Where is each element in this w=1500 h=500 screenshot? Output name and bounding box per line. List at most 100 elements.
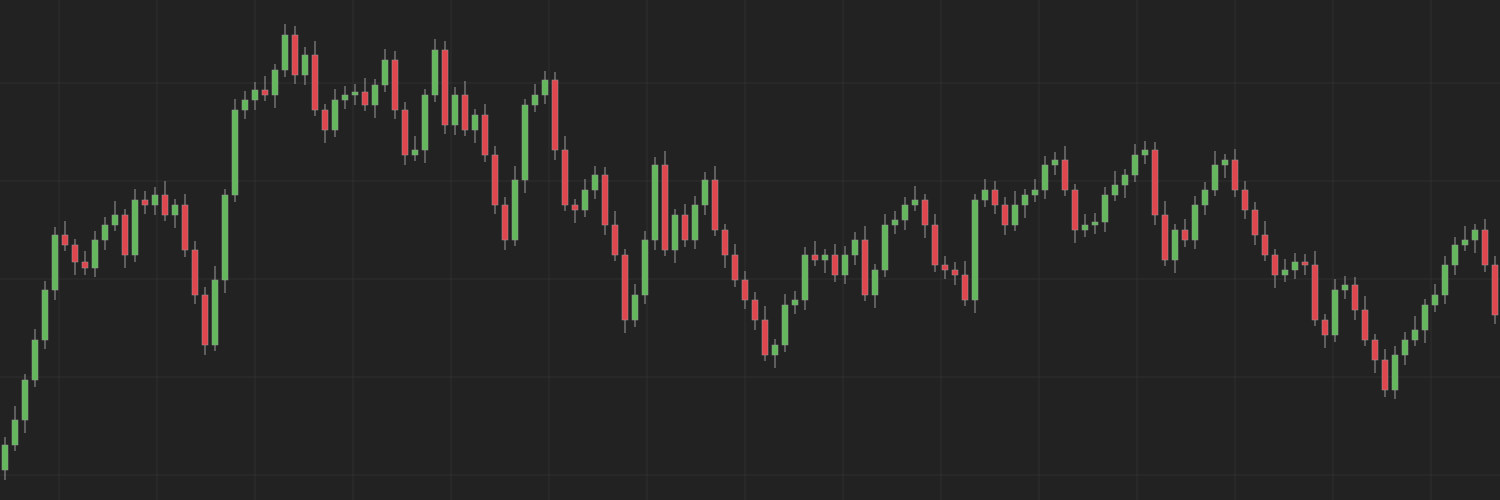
candle-body [971,199,979,301]
candle-body [621,254,629,321]
candle-body [1321,319,1329,336]
candle-body [1101,194,1109,223]
candle-body [1421,304,1429,331]
candle-body [1021,194,1029,206]
candle-body [461,94,469,131]
candle-body [1211,164,1219,191]
candle-body [921,199,929,226]
candle-body [981,189,989,201]
candle-body [281,34,289,71]
candle-body [171,204,179,216]
candle-body [741,279,749,301]
candle-body [1141,149,1149,156]
candle-body [151,194,159,206]
candle-body [1031,189,1039,196]
candle-body [201,294,209,346]
candle-body [1091,221,1099,226]
candle-body [861,239,869,296]
candle-body [291,34,299,76]
candle-body [81,261,89,269]
candle-body [1271,254,1279,276]
candle-body [1431,294,1439,306]
candle-body [1,444,9,471]
candle-body [221,194,229,281]
candle-body [351,91,359,96]
candle-body [751,299,759,321]
candle-body [841,254,849,276]
candle-body [301,54,309,76]
candle-body [1041,164,1049,191]
candle-body [811,254,819,261]
candle-body [1231,159,1239,191]
candle-body [581,189,589,211]
candle-body [61,234,69,246]
candle-body [441,49,449,126]
candle-body [1191,204,1199,241]
candle-body [191,249,199,296]
candle-body [631,294,639,321]
candle-body [1341,284,1349,291]
candle-body [321,109,329,131]
candle-body [561,149,569,206]
candle-body [241,99,249,111]
candle-body [1161,214,1169,261]
candle-body [611,224,619,256]
candle-body [1221,159,1229,166]
candle-body [11,419,19,446]
candle-body [1151,149,1159,216]
candle-body [881,224,889,271]
candle-body [711,179,719,231]
candle-body [131,199,139,256]
candle-body [961,274,969,301]
candle-body [141,199,149,206]
candle-body [1251,209,1259,236]
candle-body [1381,359,1389,391]
candle-body [701,179,709,206]
candle-body [451,94,459,126]
candle-body [501,204,509,241]
candle-body [1441,264,1449,296]
candle-body [331,99,339,131]
candle-body [1491,264,1499,316]
candle-body [641,239,649,296]
candle-body [1181,229,1189,241]
candle-body [1481,229,1489,266]
candle-body [721,229,729,256]
candle-body [91,239,99,269]
candle-body [251,89,259,101]
candle-body [771,344,779,356]
candle-body [531,94,539,106]
candle-body [1471,229,1479,241]
candle-body [571,204,579,211]
candle-body [1301,261,1309,266]
candle-body [951,269,959,276]
candle-body [481,114,489,156]
candle-body [1111,184,1119,196]
candle-body [391,59,399,111]
candle-body [1411,329,1419,341]
candle-body [761,319,769,356]
candle-body [211,279,219,346]
candle-body [991,189,999,206]
candle-body [51,234,59,291]
candle-body [1331,289,1339,336]
candle-body [731,254,739,281]
candle-body [1051,159,1059,166]
candle-body [431,49,439,96]
candle-body [1391,354,1399,391]
candle-body [681,214,689,241]
candle-body [781,304,789,346]
candle-body [591,174,599,191]
candle-body [661,164,669,251]
candle-body [381,59,389,86]
candle-body [541,79,549,96]
candle-body [1371,339,1379,361]
candle-body [511,179,519,241]
candle-body [831,254,839,276]
candle-body [1011,204,1019,226]
candle-body [411,149,419,156]
candle-body [691,204,699,241]
candle-body [651,164,659,241]
candle-body [1281,269,1289,276]
candle-body [1201,189,1209,206]
